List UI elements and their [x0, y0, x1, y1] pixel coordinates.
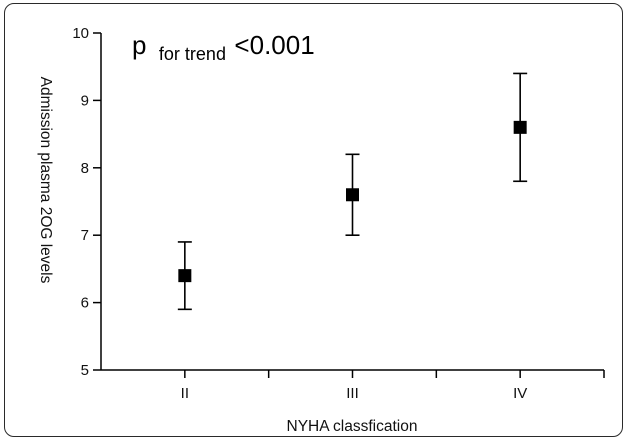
trend-annotation: p for trend <0.001: [132, 30, 315, 64]
annotation-subscript: for trend: [159, 44, 226, 64]
annotation-value: <0.001: [234, 30, 314, 60]
x-axis-title: NYHA classfication: [287, 418, 418, 435]
x-ticks: II III IV: [181, 370, 605, 402]
data-point: [513, 120, 527, 134]
x-tick-label: IV: [513, 385, 527, 402]
y-tick-label: 5: [81, 362, 89, 379]
x-tick-label: II: [181, 385, 189, 402]
y-tick-label: 8: [81, 160, 89, 177]
y-axis-title: Admission plasma 2OG levels: [37, 77, 54, 284]
x-tick-label: III: [346, 385, 359, 402]
y-tick-label: 7: [81, 227, 89, 244]
data-point: [346, 188, 359, 202]
y-tick-label: 10: [72, 25, 89, 42]
data-marks: [177, 72, 528, 311]
annotation-p: p: [132, 30, 146, 60]
y-tick-label: 9: [81, 92, 89, 109]
y-ticks: 5 6 7 8 9 10: [72, 25, 101, 379]
data-point: [178, 269, 192, 283]
y-tick-label: 6: [81, 295, 89, 312]
